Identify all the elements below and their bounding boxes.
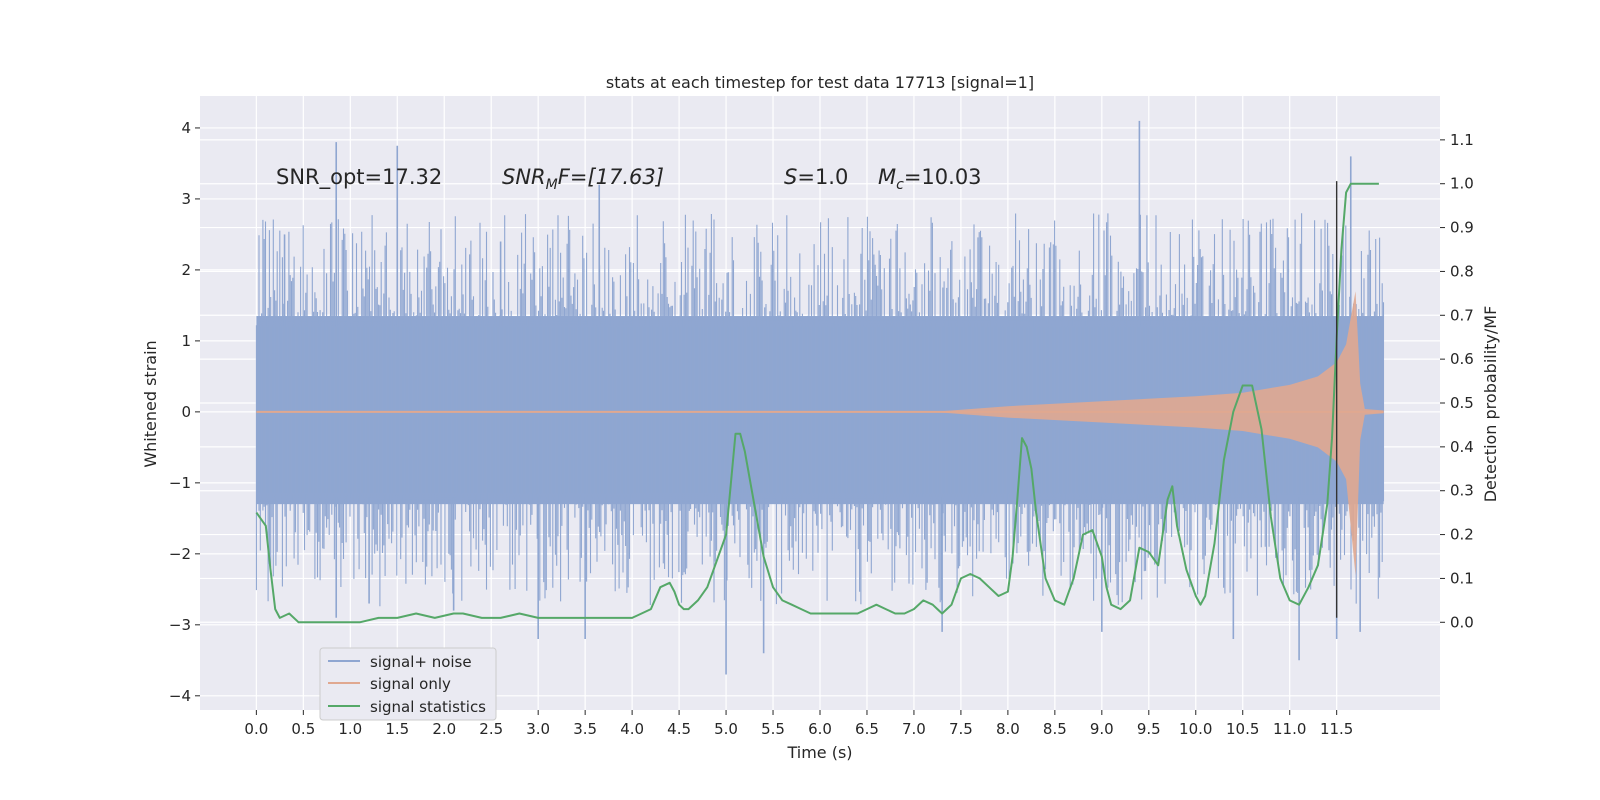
annotation-s: S=1.0: [784, 165, 848, 189]
y-left-tick-label: 4: [181, 119, 191, 137]
y-left-tick-label: 2: [181, 261, 191, 279]
y-axis-label-right: Detection probability/MF: [1481, 306, 1500, 503]
x-tick-label: 9.5: [1137, 720, 1161, 738]
y-right-tick-label: 0.7: [1450, 306, 1474, 324]
x-tick-label: 6.5: [855, 720, 879, 738]
x-tick-label: 1.5: [385, 720, 409, 738]
y-right-tick-label: 0.6: [1450, 350, 1474, 368]
y-left-tick-label: −1: [169, 474, 191, 492]
x-tick-label: 11.5: [1320, 720, 1353, 738]
x-tick-label: 3.0: [526, 720, 550, 738]
x-tick-label: 10.5: [1226, 720, 1259, 738]
chart-title: stats at each timestep for test data 177…: [606, 73, 1034, 92]
y-right-tick-label: 0.2: [1450, 526, 1474, 544]
y-axis-left: −4 −3 −2 −1 0 1 2 3 4: [169, 119, 200, 705]
x-tick-label: 11.0: [1273, 720, 1306, 738]
y-right-tick-label: 0.9: [1450, 219, 1474, 237]
legend-label-noise: signal+ noise: [370, 653, 472, 671]
signal-series: [256, 291, 1384, 576]
x-tick-label: 10.0: [1179, 720, 1212, 738]
x-tick-label: 9.0: [1090, 720, 1114, 738]
statistics-line: [255, 182, 1379, 624]
x-tick-label: 2.0: [432, 720, 456, 738]
y-right-tick-label: 0.4: [1450, 438, 1474, 456]
y-right-tick-label: 1.0: [1450, 175, 1474, 193]
y-left-tick-label: 1: [181, 332, 191, 350]
mc-value: =10.03: [904, 165, 982, 189]
y-right-tick-label: 1.1: [1450, 131, 1474, 149]
y-left-tick-label: −3: [169, 616, 191, 634]
x-tick-label: 2.5: [479, 720, 503, 738]
annotation-snr-mf: SNRMF=[17.63]: [502, 165, 664, 193]
y-axis-right: 0.0 0.1 0.2 0.3 0.4 0.5 0.6 0.7 0.8 0.9 1.0 1.1: [1440, 131, 1474, 631]
annotation-snr-opt: SNR_opt=17.32: [276, 165, 442, 190]
x-tick-label: 0.0: [244, 720, 268, 738]
legend-label-signal: signal only: [370, 675, 451, 693]
snr-mf-subscript: M: [546, 177, 558, 193]
legend-box: [319, 647, 497, 721]
y-right-tick-label: 0.1: [1450, 569, 1474, 587]
annotation-mc: Mc=10.03: [878, 165, 982, 193]
y-axis-label-left: Whitened strain: [141, 340, 160, 467]
statistics-series: [255, 182, 1379, 624]
y-left-tick-label: −2: [169, 545, 191, 563]
mc-subscript: c: [896, 177, 904, 193]
mc-symbol: M: [878, 165, 896, 189]
x-tick-label: 4.5: [667, 720, 691, 738]
y-left-tick-label: −4: [169, 687, 191, 705]
y-right-tick-label: 0.5: [1450, 394, 1474, 412]
legend: signal+ noise signal only signal statist…: [319, 647, 497, 721]
snr-mf-rest: F=[17.63]: [558, 165, 664, 189]
x-axis: 0.0 0.5 1.0 1.5 2.0 2.5 3.0 3.5 4.0 4.5 5.0 5.5 6.0 6…: [244, 710, 1353, 738]
y-right-tick-label: 0.8: [1450, 262, 1474, 280]
y-left-tick-label: 3: [181, 190, 191, 208]
s-value: =1.0: [797, 165, 848, 189]
x-tick-label: 7.0: [902, 720, 926, 738]
x-axis-label: Time (s): [786, 743, 852, 762]
y-left-tick-label: 0: [181, 403, 191, 421]
x-tick-label: 3.5: [573, 720, 597, 738]
x-tick-label: 5.5: [761, 720, 785, 738]
snr-mf-symbol: SNR: [502, 165, 546, 189]
x-tick-label: 7.5: [949, 720, 973, 738]
x-tick-label: 8.0: [996, 720, 1020, 738]
s-symbol: S: [784, 165, 797, 189]
x-tick-label: 4.0: [620, 720, 644, 738]
x-tick-label: 5.0: [714, 720, 738, 738]
x-tick-label: 8.5: [1043, 720, 1067, 738]
legend-label-statistics: signal statistics: [370, 698, 486, 716]
x-tick-label: 0.5: [291, 720, 315, 738]
x-tick-label: 6.0: [808, 720, 832, 738]
y-right-tick-label: 0.3: [1450, 482, 1474, 500]
y-right-tick-label: 0.0: [1450, 613, 1474, 631]
x-tick-label: 1.0: [338, 720, 362, 738]
